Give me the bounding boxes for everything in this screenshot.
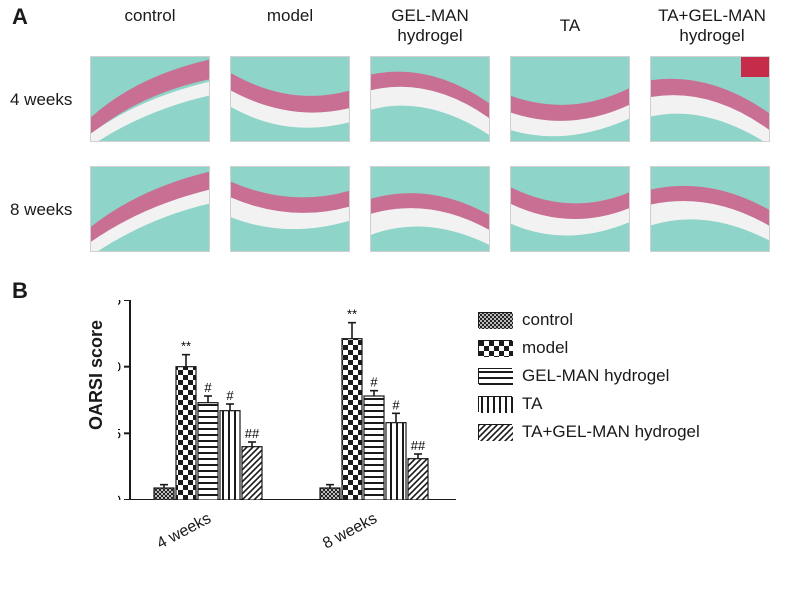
svg-text:**: ** bbox=[347, 307, 357, 322]
tissue-thumb-icon bbox=[651, 167, 770, 252]
svg-text:5: 5 bbox=[118, 425, 121, 441]
panel-b: B OARSI score bbox=[0, 278, 787, 597]
legend-swatch-icon bbox=[478, 424, 512, 440]
tissue-thumb-icon bbox=[91, 167, 210, 252]
histology-tile bbox=[90, 56, 210, 142]
histology-tile bbox=[650, 166, 770, 252]
histology-tile bbox=[370, 56, 490, 142]
legend-label: control bbox=[522, 310, 573, 330]
tissue-thumb-icon bbox=[91, 57, 210, 142]
legend-swatch-icon bbox=[478, 312, 512, 328]
figure-root: A control model GEL-MAN hydrogel TA TA+G… bbox=[0, 0, 787, 597]
svg-text:**: ** bbox=[181, 339, 191, 354]
panel-a: A control model GEL-MAN hydrogel TA TA+G… bbox=[0, 0, 787, 270]
panel-b-letter: B bbox=[12, 278, 28, 304]
histology-tile bbox=[510, 56, 630, 142]
svg-text:#: # bbox=[226, 388, 234, 403]
histology-tile bbox=[230, 56, 350, 142]
legend-swatch-icon bbox=[478, 368, 512, 384]
svg-text:15: 15 bbox=[118, 300, 121, 308]
col-header-ta: TA bbox=[510, 16, 630, 36]
svg-text:#: # bbox=[392, 397, 400, 412]
tissue-thumb-icon bbox=[231, 57, 350, 142]
svg-text:##: ## bbox=[411, 438, 426, 453]
col-header-control: control bbox=[90, 6, 210, 26]
panel-a-letter: A bbox=[12, 4, 28, 30]
histology-tile bbox=[90, 166, 210, 252]
histology-tile bbox=[650, 56, 770, 142]
histology-tile bbox=[510, 166, 630, 252]
oarsi-chart: OARSI score bbox=[78, 300, 456, 530]
legend-swatch-icon bbox=[478, 396, 512, 412]
legend-item: model bbox=[478, 336, 768, 360]
tissue-thumb-icon bbox=[511, 57, 630, 142]
legend-item: control bbox=[478, 308, 768, 332]
y-axis-label: OARSI score bbox=[86, 275, 106, 475]
histology-tile bbox=[230, 166, 350, 252]
svg-text:0: 0 bbox=[118, 492, 121, 500]
tissue-thumb-icon bbox=[511, 167, 630, 252]
legend-label: GEL-MAN hydrogel bbox=[522, 366, 669, 386]
legend-label: model bbox=[522, 338, 568, 358]
legend-label: TA bbox=[522, 394, 542, 414]
legend-swatch-icon bbox=[478, 340, 512, 356]
legend-item: TA+GEL-MAN hydrogel bbox=[478, 420, 768, 444]
x-category-label: 8 weeks bbox=[320, 510, 380, 553]
svg-text:#: # bbox=[204, 380, 212, 395]
legend-item: TA bbox=[478, 392, 768, 416]
legend-item: GEL-MAN hydrogel bbox=[478, 364, 768, 388]
row-label-8w: 8 weeks bbox=[10, 200, 72, 220]
legend-label: TA+GEL-MAN hydrogel bbox=[522, 422, 700, 442]
svg-text:##: ## bbox=[245, 426, 260, 441]
tissue-thumb-icon bbox=[231, 167, 350, 252]
tissue-thumb-icon bbox=[371, 167, 490, 252]
chart-legend: control model GEL-MAN hydrogel TA TA+GEL… bbox=[478, 308, 768, 448]
histology-grid bbox=[90, 56, 780, 266]
col-header-ta-gelman: TA+GEL-MAN hydrogel bbox=[646, 6, 778, 45]
panel-a-column-headers: control model GEL-MAN hydrogel TA TA+GEL… bbox=[90, 6, 780, 54]
svg-text:#: # bbox=[370, 375, 378, 390]
tissue-thumb-icon bbox=[371, 57, 490, 142]
row-label-4w: 4 weeks bbox=[10, 90, 72, 110]
tissue-thumb-icon bbox=[651, 57, 770, 142]
col-header-model: model bbox=[230, 6, 350, 26]
svg-text:10: 10 bbox=[118, 359, 121, 375]
col-header-gelman: GEL-MAN hydrogel bbox=[370, 6, 490, 45]
x-category-label: 4 weeks bbox=[154, 510, 214, 553]
bar-chart-svg: 051015**####**#### bbox=[118, 300, 456, 500]
histology-tile bbox=[370, 166, 490, 252]
